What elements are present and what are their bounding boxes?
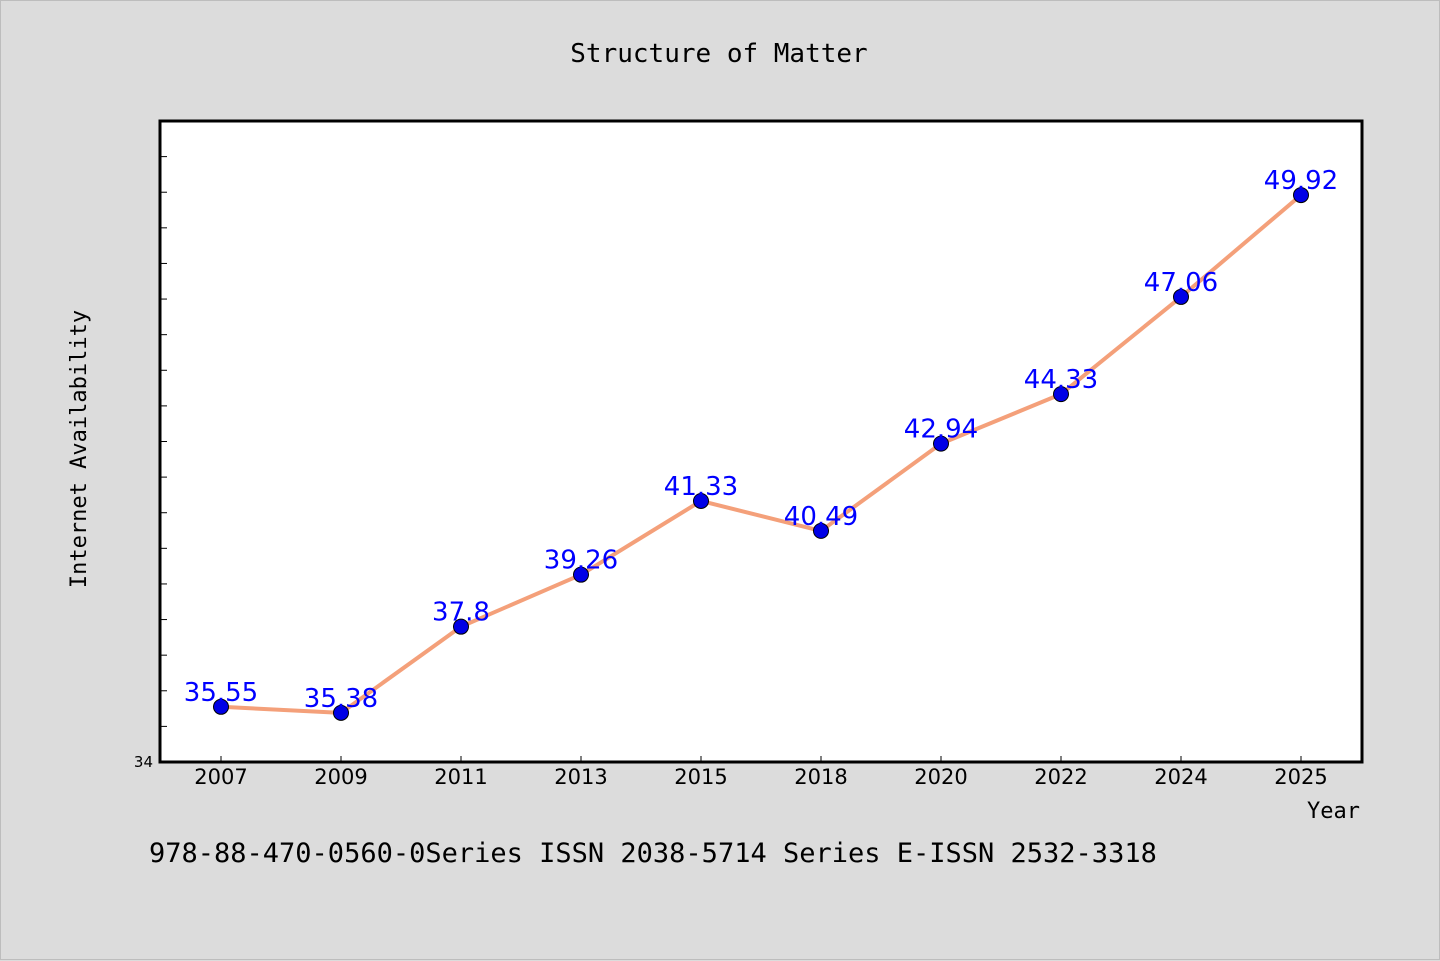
data-point — [1293, 187, 1309, 204]
data-label: 35.38 — [304, 684, 378, 714]
x-tick-label: 2013 — [554, 765, 607, 789]
data-label: 47.06 — [1144, 268, 1218, 298]
x-tick-label: 2009 — [314, 765, 367, 789]
x-tick-label: 2025 — [1274, 765, 1327, 789]
x-tick-label: 2015 — [674, 765, 727, 789]
data-point — [333, 704, 349, 721]
data-label: 40.49 — [784, 502, 858, 532]
plot-area — [158, 119, 1364, 764]
x-tick-label: 2011 — [434, 765, 487, 789]
data-point — [1173, 288, 1189, 305]
data-point — [573, 566, 589, 583]
series-group: 35.55 35.38 37.8 39.26 41.33 40.49 42.94 44.33 4… — [184, 166, 1338, 721]
y-axis-label: Internet Availability — [67, 310, 92, 588]
x-tick-label: 2018 — [794, 765, 847, 789]
x-tick-label: 2007 — [194, 765, 247, 789]
data-point — [813, 522, 829, 539]
footer-text: 978-88-470-0560-0Series ISSN 2038-5714 S… — [149, 838, 1157, 869]
data-point — [693, 492, 709, 509]
chart-title: Structure of Matter — [570, 39, 867, 69]
data-point — [933, 435, 949, 452]
data-label: 39.26 — [544, 546, 618, 576]
data-label: 44.33 — [1024, 365, 1098, 395]
data-point — [1053, 386, 1069, 403]
x-tick-label: 2022 — [1034, 765, 1087, 789]
data-point — [213, 698, 229, 715]
data-label: 49.92 — [1264, 166, 1338, 196]
data-label: 37.8 — [432, 598, 490, 628]
series-line — [219, 193, 1303, 715]
y-axis-ticks: 34 — [134, 156, 167, 771]
y-tick-label: 34 — [134, 753, 153, 771]
data-label: 41.33 — [664, 472, 738, 502]
data-label: 35.55 — [184, 678, 258, 708]
data-label: 42.94 — [904, 415, 978, 445]
x-axis-label: Year — [1307, 799, 1360, 824]
x-axis-ticks: 2007 2009 2011 2013 2015 2018 2020 2022 2024 2025 — [194, 756, 1328, 789]
x-tick-label: 2020 — [914, 765, 967, 789]
data-point — [453, 618, 469, 635]
x-tick-label: 2024 — [1154, 765, 1207, 789]
